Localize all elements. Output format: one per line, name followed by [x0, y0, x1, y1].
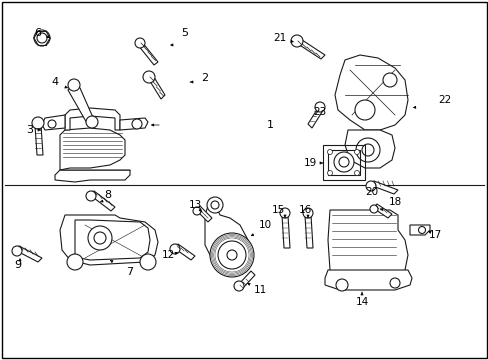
Text: 10: 10	[258, 220, 271, 230]
Circle shape	[135, 38, 145, 48]
Circle shape	[193, 207, 201, 215]
Circle shape	[354, 171, 359, 176]
Circle shape	[303, 208, 312, 218]
Circle shape	[32, 117, 44, 129]
Circle shape	[67, 254, 83, 270]
Circle shape	[48, 120, 56, 128]
Circle shape	[234, 281, 244, 291]
Text: 19: 19	[303, 158, 316, 168]
Circle shape	[142, 71, 155, 83]
Text: 13: 13	[188, 200, 201, 210]
Text: 11: 11	[253, 285, 266, 295]
Circle shape	[327, 171, 332, 176]
Circle shape	[333, 152, 353, 172]
Text: 6: 6	[35, 28, 41, 38]
Text: 8: 8	[104, 190, 111, 200]
Polygon shape	[42, 115, 65, 130]
Polygon shape	[68, 83, 95, 125]
Circle shape	[327, 149, 332, 154]
Text: 4: 4	[51, 77, 59, 87]
Polygon shape	[369, 181, 397, 194]
Polygon shape	[55, 170, 130, 182]
Circle shape	[354, 149, 359, 154]
Polygon shape	[138, 42, 158, 65]
Polygon shape	[65, 108, 120, 130]
Polygon shape	[238, 271, 254, 289]
Polygon shape	[372, 204, 391, 218]
Text: 16: 16	[298, 205, 311, 215]
Polygon shape	[60, 128, 125, 170]
Text: 22: 22	[437, 95, 451, 105]
Circle shape	[280, 208, 289, 218]
Circle shape	[86, 191, 96, 201]
Circle shape	[132, 119, 142, 129]
Circle shape	[12, 246, 22, 256]
Text: 14: 14	[355, 297, 368, 307]
Polygon shape	[305, 215, 312, 248]
Circle shape	[314, 102, 325, 112]
Polygon shape	[75, 220, 150, 260]
Circle shape	[355, 138, 379, 162]
Text: 5: 5	[181, 28, 188, 38]
Circle shape	[88, 226, 112, 250]
Polygon shape	[174, 244, 195, 260]
Circle shape	[140, 254, 156, 270]
Circle shape	[170, 244, 180, 254]
Circle shape	[290, 35, 303, 47]
Text: 15: 15	[271, 205, 284, 215]
Text: 18: 18	[387, 197, 401, 207]
Circle shape	[209, 233, 253, 277]
Circle shape	[68, 79, 80, 91]
Text: 1: 1	[266, 120, 273, 130]
Polygon shape	[307, 108, 321, 128]
Circle shape	[335, 279, 347, 291]
Polygon shape	[120, 118, 148, 130]
Text: 21: 21	[273, 33, 286, 43]
Text: 17: 17	[427, 230, 441, 240]
Text: 23: 23	[313, 107, 326, 117]
Circle shape	[369, 205, 377, 213]
Circle shape	[365, 181, 375, 191]
Circle shape	[86, 116, 98, 128]
Polygon shape	[204, 200, 249, 270]
Polygon shape	[15, 246, 42, 262]
Polygon shape	[325, 270, 411, 290]
Polygon shape	[90, 191, 115, 211]
Circle shape	[34, 30, 50, 46]
Text: 7: 7	[126, 267, 133, 277]
Polygon shape	[294, 38, 325, 59]
Circle shape	[418, 226, 425, 234]
Text: 12: 12	[161, 250, 174, 260]
Text: 20: 20	[365, 187, 378, 197]
Polygon shape	[282, 215, 289, 248]
Circle shape	[206, 197, 223, 213]
Circle shape	[382, 73, 396, 87]
Circle shape	[354, 100, 374, 120]
Text: 9: 9	[15, 260, 21, 270]
Polygon shape	[60, 215, 158, 265]
Polygon shape	[148, 74, 164, 99]
Text: 2: 2	[201, 73, 208, 83]
Polygon shape	[196, 206, 212, 222]
Polygon shape	[35, 125, 43, 155]
Polygon shape	[345, 130, 394, 168]
Circle shape	[389, 278, 399, 288]
Polygon shape	[334, 55, 407, 130]
Polygon shape	[327, 210, 407, 280]
Polygon shape	[409, 225, 429, 235]
Text: 3: 3	[26, 125, 34, 135]
